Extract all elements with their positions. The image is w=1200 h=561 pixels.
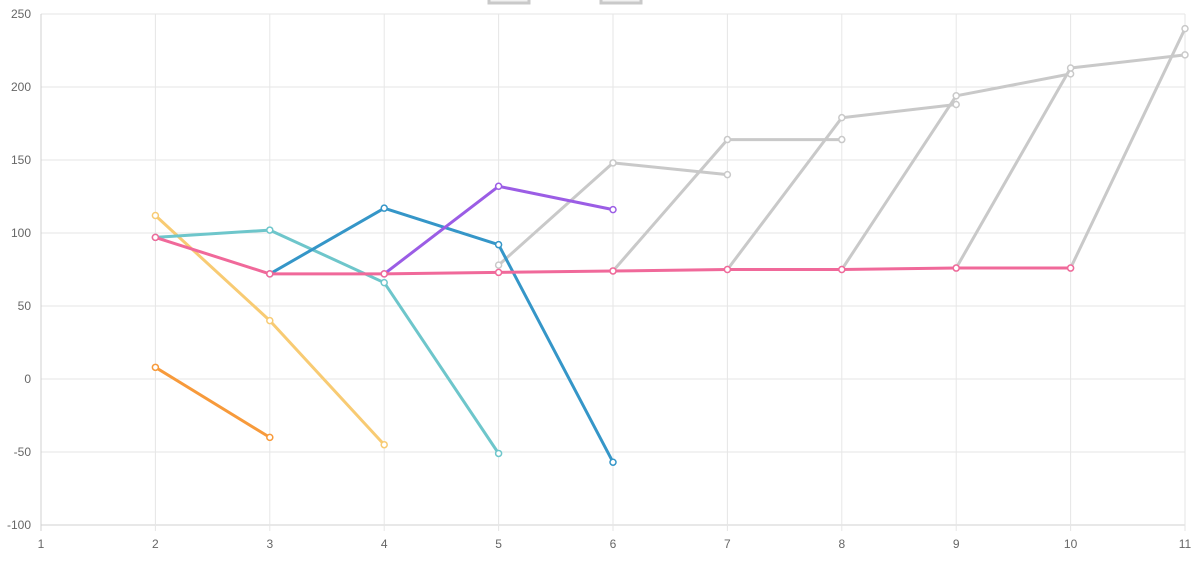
data-point bbox=[952, 264, 960, 272]
y-tick-label: 150 bbox=[11, 153, 31, 167]
series-line bbox=[153, 365, 272, 439]
data-point bbox=[266, 433, 274, 442]
x-tick-label: 6 bbox=[610, 537, 617, 551]
data-point bbox=[380, 440, 388, 449]
data-point bbox=[380, 204, 388, 212]
data-point bbox=[1181, 51, 1189, 59]
data-point bbox=[266, 270, 274, 278]
data-point bbox=[1066, 264, 1075, 272]
data-point bbox=[609, 159, 617, 167]
data-point bbox=[380, 278, 388, 287]
series-1 bbox=[494, 159, 732, 269]
data-point bbox=[838, 113, 846, 122]
data-point bbox=[952, 100, 960, 109]
y-tick-label: 200 bbox=[11, 80, 31, 94]
data-point bbox=[723, 170, 732, 179]
data-point bbox=[151, 363, 160, 372]
legend-label: other rsrs bbox=[648, 0, 699, 2]
data-point bbox=[380, 270, 388, 278]
data-point bbox=[494, 261, 503, 269]
x-tick-label: 11 bbox=[1179, 537, 1192, 551]
x-tick-label: 2 bbox=[152, 537, 159, 551]
legend-label: other rsrs bbox=[536, 0, 587, 2]
y-tick-label: 250 bbox=[11, 7, 31, 21]
y-tick-label: 0 bbox=[24, 372, 31, 386]
data-point bbox=[151, 233, 160, 242]
data-point bbox=[609, 205, 617, 214]
series-12 bbox=[151, 233, 1075, 278]
data-point bbox=[494, 449, 503, 458]
y-tick-label: -50 bbox=[14, 445, 32, 459]
data-point bbox=[494, 240, 503, 249]
data-point bbox=[266, 316, 274, 325]
data-point bbox=[609, 458, 617, 466]
x-tick-label: 8 bbox=[838, 537, 845, 551]
data-point bbox=[723, 135, 732, 144]
x-tick-label: 7 bbox=[724, 537, 731, 551]
series-line bbox=[1069, 27, 1187, 270]
x-tick-label: 9 bbox=[953, 537, 960, 551]
data-point bbox=[1181, 24, 1189, 33]
x-tick-label: 5 bbox=[495, 537, 502, 551]
legend-item-1[interactable]: other rsrs bbox=[487, 0, 587, 5]
series-7 bbox=[151, 363, 274, 442]
data-point bbox=[838, 265, 846, 274]
tick-labels: -100 -50 0 50 100 150 200 250 1 2 3 4 5 6 7 8 9 10 11 bbox=[7, 7, 1192, 551]
data-point bbox=[952, 92, 960, 100]
data-point bbox=[494, 268, 503, 277]
x-tick-label: 1 bbox=[38, 537, 45, 551]
y-tick-label: 100 bbox=[11, 226, 31, 240]
legend-swatch bbox=[487, 0, 531, 5]
legend[interactable]: other rsrs other rsrs bbox=[487, 0, 699, 5]
series-10 bbox=[266, 204, 617, 466]
data-point bbox=[838, 135, 846, 144]
data-point bbox=[1066, 64, 1075, 72]
series-line bbox=[268, 206, 615, 464]
series-layer bbox=[151, 24, 1189, 466]
legend-swatch bbox=[599, 0, 643, 5]
x-tick-label: 10 bbox=[1064, 537, 1078, 551]
series-line bbox=[153, 228, 501, 455]
data-point bbox=[151, 211, 160, 220]
y-tick-label: 50 bbox=[18, 299, 32, 313]
x-tick-label: 3 bbox=[266, 537, 273, 551]
data-point bbox=[609, 267, 617, 275]
x-tick-label: 4 bbox=[381, 537, 388, 551]
data-point bbox=[494, 182, 503, 191]
y-tick-label: -100 bbox=[7, 518, 31, 532]
legend-item-2[interactable]: other rsrs bbox=[599, 0, 699, 5]
data-point bbox=[723, 265, 732, 274]
data-point bbox=[266, 226, 274, 234]
